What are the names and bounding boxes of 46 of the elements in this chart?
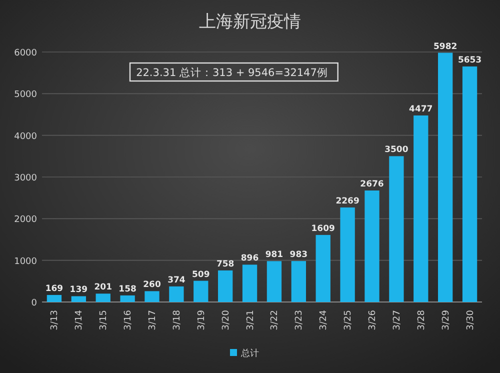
data-label: 509 bbox=[192, 270, 210, 280]
x-tick-label: 3/26 bbox=[368, 310, 378, 330]
data-label: 758 bbox=[216, 259, 234, 270]
data-label: 158 bbox=[118, 284, 137, 294]
x-tick-label: 3/19 bbox=[196, 310, 207, 330]
x-tick-label: 3/27 bbox=[392, 310, 402, 330]
data-label: 2269 bbox=[336, 196, 360, 206]
x-tick-label: 3/20 bbox=[221, 310, 232, 330]
y-tick-label: 4000 bbox=[14, 132, 38, 142]
x-tick-label: 3/28 bbox=[416, 310, 427, 330]
data-label: 5653 bbox=[458, 55, 482, 66]
x-tick-label: 3/30 bbox=[466, 310, 476, 330]
y-tick-label: 3000 bbox=[14, 174, 38, 184]
data-label: 5982 bbox=[433, 42, 458, 52]
y-tick-label: 2000 bbox=[14, 215, 38, 226]
x-tick-label: 3/15 bbox=[99, 310, 110, 330]
annotation: 22.3.31 总计：313 + 9546=32147例 bbox=[136, 66, 328, 79]
y-tick-label: 1000 bbox=[14, 256, 38, 267]
x-tick-label: 3/14 bbox=[74, 310, 85, 330]
legend-label: 总计 bbox=[240, 348, 259, 359]
x-tick-label: 3/25 bbox=[344, 310, 354, 330]
chart-title: 上海新冠疫情 bbox=[199, 12, 301, 32]
y-tick-label: 6000 bbox=[14, 48, 38, 58]
x-tick-label: 3/16 bbox=[124, 310, 134, 330]
data-label: 981 bbox=[265, 250, 284, 260]
x-tick-label: 3/13 bbox=[50, 310, 60, 330]
data-label: 4477 bbox=[409, 104, 433, 114]
data-label: 1609 bbox=[311, 224, 336, 234]
data-label: 896 bbox=[240, 254, 259, 264]
x-tick-label: 3/29 bbox=[441, 310, 452, 330]
x-tick-label: 3/22 bbox=[270, 310, 280, 330]
x-tick-label: 3/21 bbox=[246, 310, 256, 330]
x-tick-label: 3/23 bbox=[294, 310, 305, 330]
data-label: 374 bbox=[168, 275, 186, 286]
x-tick-label: 3/17 bbox=[148, 310, 158, 330]
data-label: 3500 bbox=[384, 145, 408, 156]
y-tick-label: 0 bbox=[31, 298, 38, 308]
x-tick-label: 3/18 bbox=[172, 310, 182, 330]
data-label: 983 bbox=[290, 250, 308, 260]
data-label: 201 bbox=[94, 282, 112, 293]
data-label: 260 bbox=[143, 280, 161, 290]
x-tick-label: 3/24 bbox=[319, 310, 330, 330]
data-label: 2676 bbox=[360, 180, 384, 190]
y-tick-label: 5000 bbox=[14, 90, 38, 100]
data-label: 139 bbox=[70, 285, 88, 296]
data-label: 169 bbox=[45, 284, 64, 294]
